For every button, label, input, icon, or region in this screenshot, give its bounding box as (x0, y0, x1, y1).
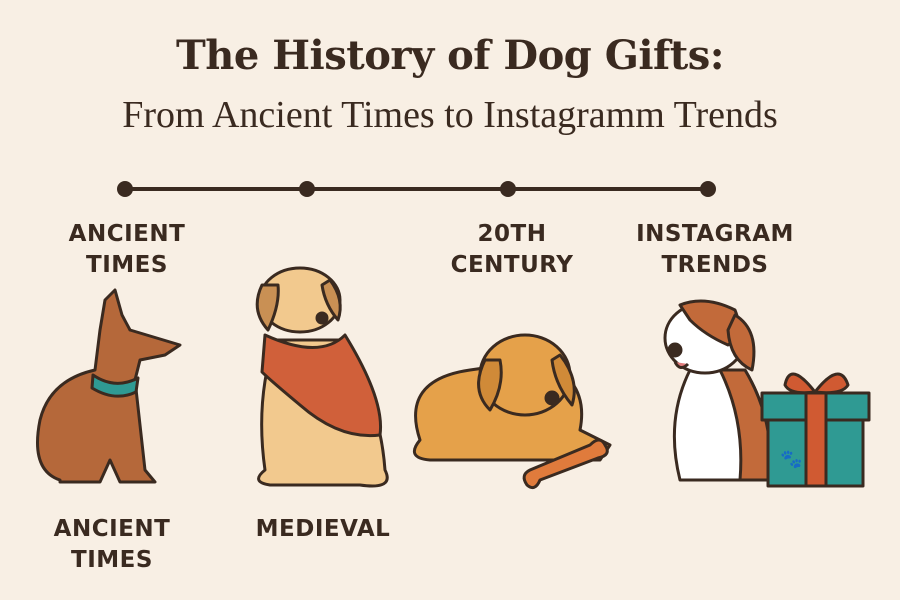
label-line: TRENDS (661, 252, 769, 278)
timeline-dot (700, 181, 716, 197)
page-title: The History of Dog Gifts: (175, 32, 725, 79)
timeline-label-instagram-trends: INSTAGRAM TRENDS (615, 219, 815, 281)
label-line: INSTAGRAM (636, 221, 794, 247)
label-line: ANCIENT (53, 516, 171, 542)
medieval-dog-icon (255, 266, 389, 488)
label-line: 20TH (477, 221, 547, 247)
page-subtitle: From Ancient Times to Instagramm Trends (122, 94, 778, 136)
timeline-label-20th-century: 20TH CENTURY (412, 219, 612, 281)
paw-print-icon: 🐾 (780, 449, 802, 469)
bottom-label-medieval: MEDIEVAL (223, 514, 423, 545)
bottom-label-ancient-times: ANCIENT TIMES (12, 514, 212, 576)
timeline-dot (500, 181, 516, 197)
timeline-line (117, 181, 716, 197)
bone-icon (522, 438, 609, 490)
label-line: MEDIEVAL (255, 516, 391, 542)
timeline-dot (117, 181, 133, 197)
beagle-dog-icon (663, 299, 773, 482)
golden-dog-icon (412, 333, 612, 490)
gift-box-icon: 🐾 (760, 372, 871, 488)
timeline-dot (299, 181, 315, 197)
label-line: TIMES (86, 252, 168, 278)
label-line: CENTURY (450, 252, 574, 278)
timeline-label-ancient-times: ANCIENT TIMES (27, 219, 227, 281)
label-line: TIMES (71, 547, 153, 573)
label-line: ANCIENT (68, 221, 186, 247)
ancient-dog-icon (36, 288, 182, 484)
